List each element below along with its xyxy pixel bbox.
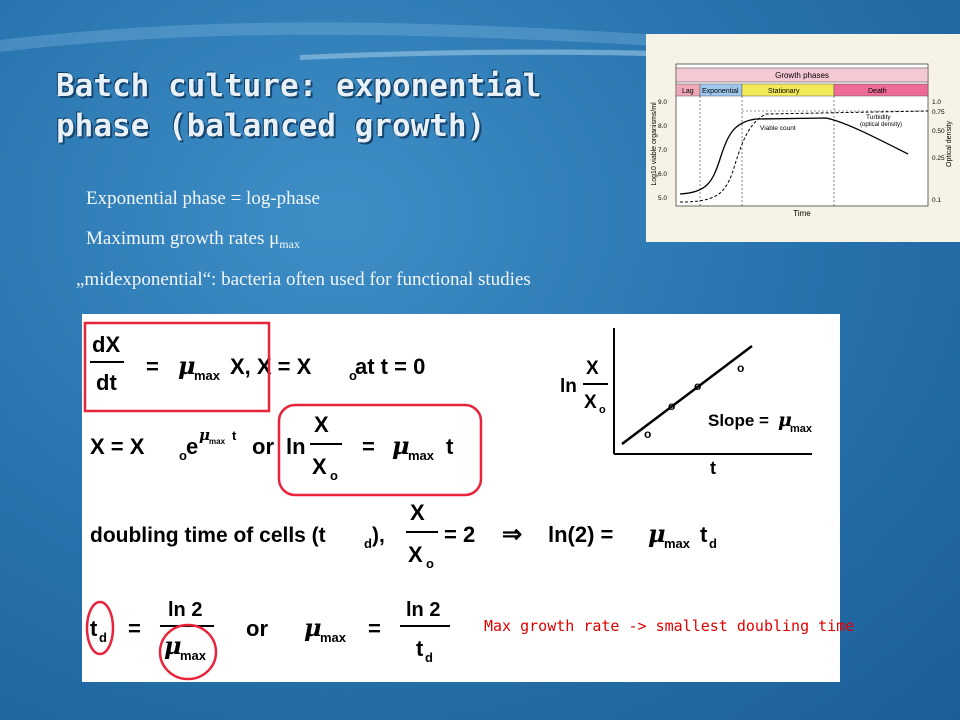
miniplot-t-label: t: [710, 458, 716, 478]
eq3-x0-sub: o: [426, 556, 434, 571]
eq2-x0-sub: o: [330, 468, 338, 483]
y-left-tick-7: 7.0: [658, 147, 667, 154]
x-axis-label: Time: [793, 209, 811, 218]
eq1-mu: μ: [178, 351, 196, 380]
phase-header-label: Growth phases: [775, 71, 829, 80]
growth-phases-figure: Growth phases Lag Exponential Stationary…: [646, 34, 960, 242]
eq3-arrow: ⇒: [502, 521, 522, 548]
eq4-td: t: [90, 616, 98, 641]
y-left-axis-label: Log10 viable organisms/ml: [651, 102, 658, 186]
eq3-td: t: [700, 522, 708, 547]
miniplot-ln: ln: [560, 376, 577, 397]
y-left-tick-9: 9.0: [658, 99, 667, 106]
eq1-rest: X, X = X: [230, 354, 312, 379]
eq2-equals: =: [362, 434, 375, 459]
eq2-x0: X: [312, 454, 327, 479]
miniplot-point-3: o: [694, 379, 701, 393]
eq4-max-sub: max: [180, 648, 207, 663]
eq4-or: or: [246, 616, 268, 641]
eq4-max-sub2: max: [320, 630, 347, 645]
eq3-x0: X: [408, 542, 423, 567]
phase-exponential-label: Exponential: [702, 88, 739, 95]
eq3-doubling: doubling time of cells (t: [90, 524, 326, 547]
eq3-eq2: = 2: [444, 522, 475, 547]
bullet-midexponential: „midexponential“: bacteria often used fo…: [76, 269, 531, 291]
phase-stationary-label: Stationary: [768, 88, 800, 95]
eq3-ln2-eq: ln(2) =: [548, 522, 613, 547]
eq4-mu: μ: [304, 613, 322, 642]
eq2-max-sub: max: [408, 448, 435, 463]
y-right-tick-025: 0.25: [932, 155, 945, 162]
doubling-time-note: Max growth rate -> smallest doubling tim…: [484, 617, 854, 635]
miniplot-x: X: [586, 358, 599, 379]
miniplot-slope-label: Slope =: [708, 411, 769, 430]
eq2-max-sup: max: [209, 437, 226, 446]
y-right-axis-label: Optical density: [946, 121, 953, 167]
eq3-max-sub: max: [664, 536, 691, 551]
eq2-x: X: [314, 412, 329, 437]
viable-count-label: Viable count: [760, 125, 796, 132]
miniplot-x0-sub: o: [599, 404, 606, 416]
bullet-max-growth-text: Maximum growth rates μ: [86, 228, 279, 249]
turbidity-sublabel: (optical density): [860, 122, 902, 128]
eq4-equals: =: [128, 616, 141, 641]
eq3-td-sub: d: [709, 536, 717, 551]
slide-title: Batch culture: exponential phase (balanc…: [56, 66, 616, 146]
eq3-mu: μ: [648, 519, 666, 548]
miniplot-x0: X: [584, 392, 597, 413]
eq2-left: X = X: [90, 434, 145, 459]
eq2-or: or: [252, 434, 274, 459]
phase-lag-label: Lag: [682, 88, 694, 95]
y-right-tick-075: 0.75: [932, 109, 945, 116]
eq1-equals: =: [146, 354, 159, 379]
y-left-tick-6: 6.0: [658, 171, 667, 178]
eq3-d-sub: d: [364, 536, 372, 551]
eq4-td-den-sub: d: [425, 650, 433, 665]
eq1-max-sub: max: [194, 368, 221, 383]
eq1-dt: dt: [96, 370, 117, 395]
y-left-tick-8: 8.0: [658, 123, 667, 130]
turbidity-label: Turbidity: [866, 114, 891, 121]
eq2-ln: ln: [286, 434, 306, 459]
eq1-dx: dX: [92, 332, 120, 357]
bullet-max-subscript: max: [279, 237, 300, 251]
title-line-2: phase (balanced growth): [56, 106, 616, 146]
eq4-ln2-num: ln 2: [168, 599, 202, 621]
miniplot-slope-max: max: [790, 423, 813, 435]
growth-curve-svg: Growth phases Lag Exponential Stationary…: [646, 34, 960, 242]
bullet-max-growth-rates: Maximum growth rates μmax: [86, 228, 300, 252]
eq1-at-t: at t = 0: [355, 354, 425, 379]
eq2-t: t: [446, 434, 454, 459]
eq2-mu: μ: [392, 431, 410, 460]
eq4-td-den: t: [416, 636, 424, 661]
eq2-e: e: [186, 434, 198, 459]
bullet-exponential-phase: Exponential phase = log-phase: [86, 188, 320, 210]
eq3-x: X: [410, 500, 425, 525]
eq4-ln2-num2: ln 2: [406, 599, 440, 621]
eq4-td-sub: d: [99, 630, 107, 645]
miniplot-point-4: o: [737, 361, 744, 375]
phase-death-label: Death: [868, 88, 887, 95]
miniplot-point-1: o: [644, 427, 651, 441]
miniplot-point-2: o: [668, 399, 675, 413]
eq4-equals2: =: [368, 616, 381, 641]
y-right-tick-050: 0.50: [932, 128, 945, 135]
y-left-tick-5: 5.0: [658, 195, 667, 202]
title-line-1: Batch culture: exponential: [56, 66, 616, 106]
y-right-tick-01: 0.1: [932, 197, 941, 204]
y-right-tick-1: 1.0: [932, 99, 941, 106]
eq3-close: ),: [372, 524, 385, 547]
eq2-t-sup: t: [232, 428, 237, 443]
